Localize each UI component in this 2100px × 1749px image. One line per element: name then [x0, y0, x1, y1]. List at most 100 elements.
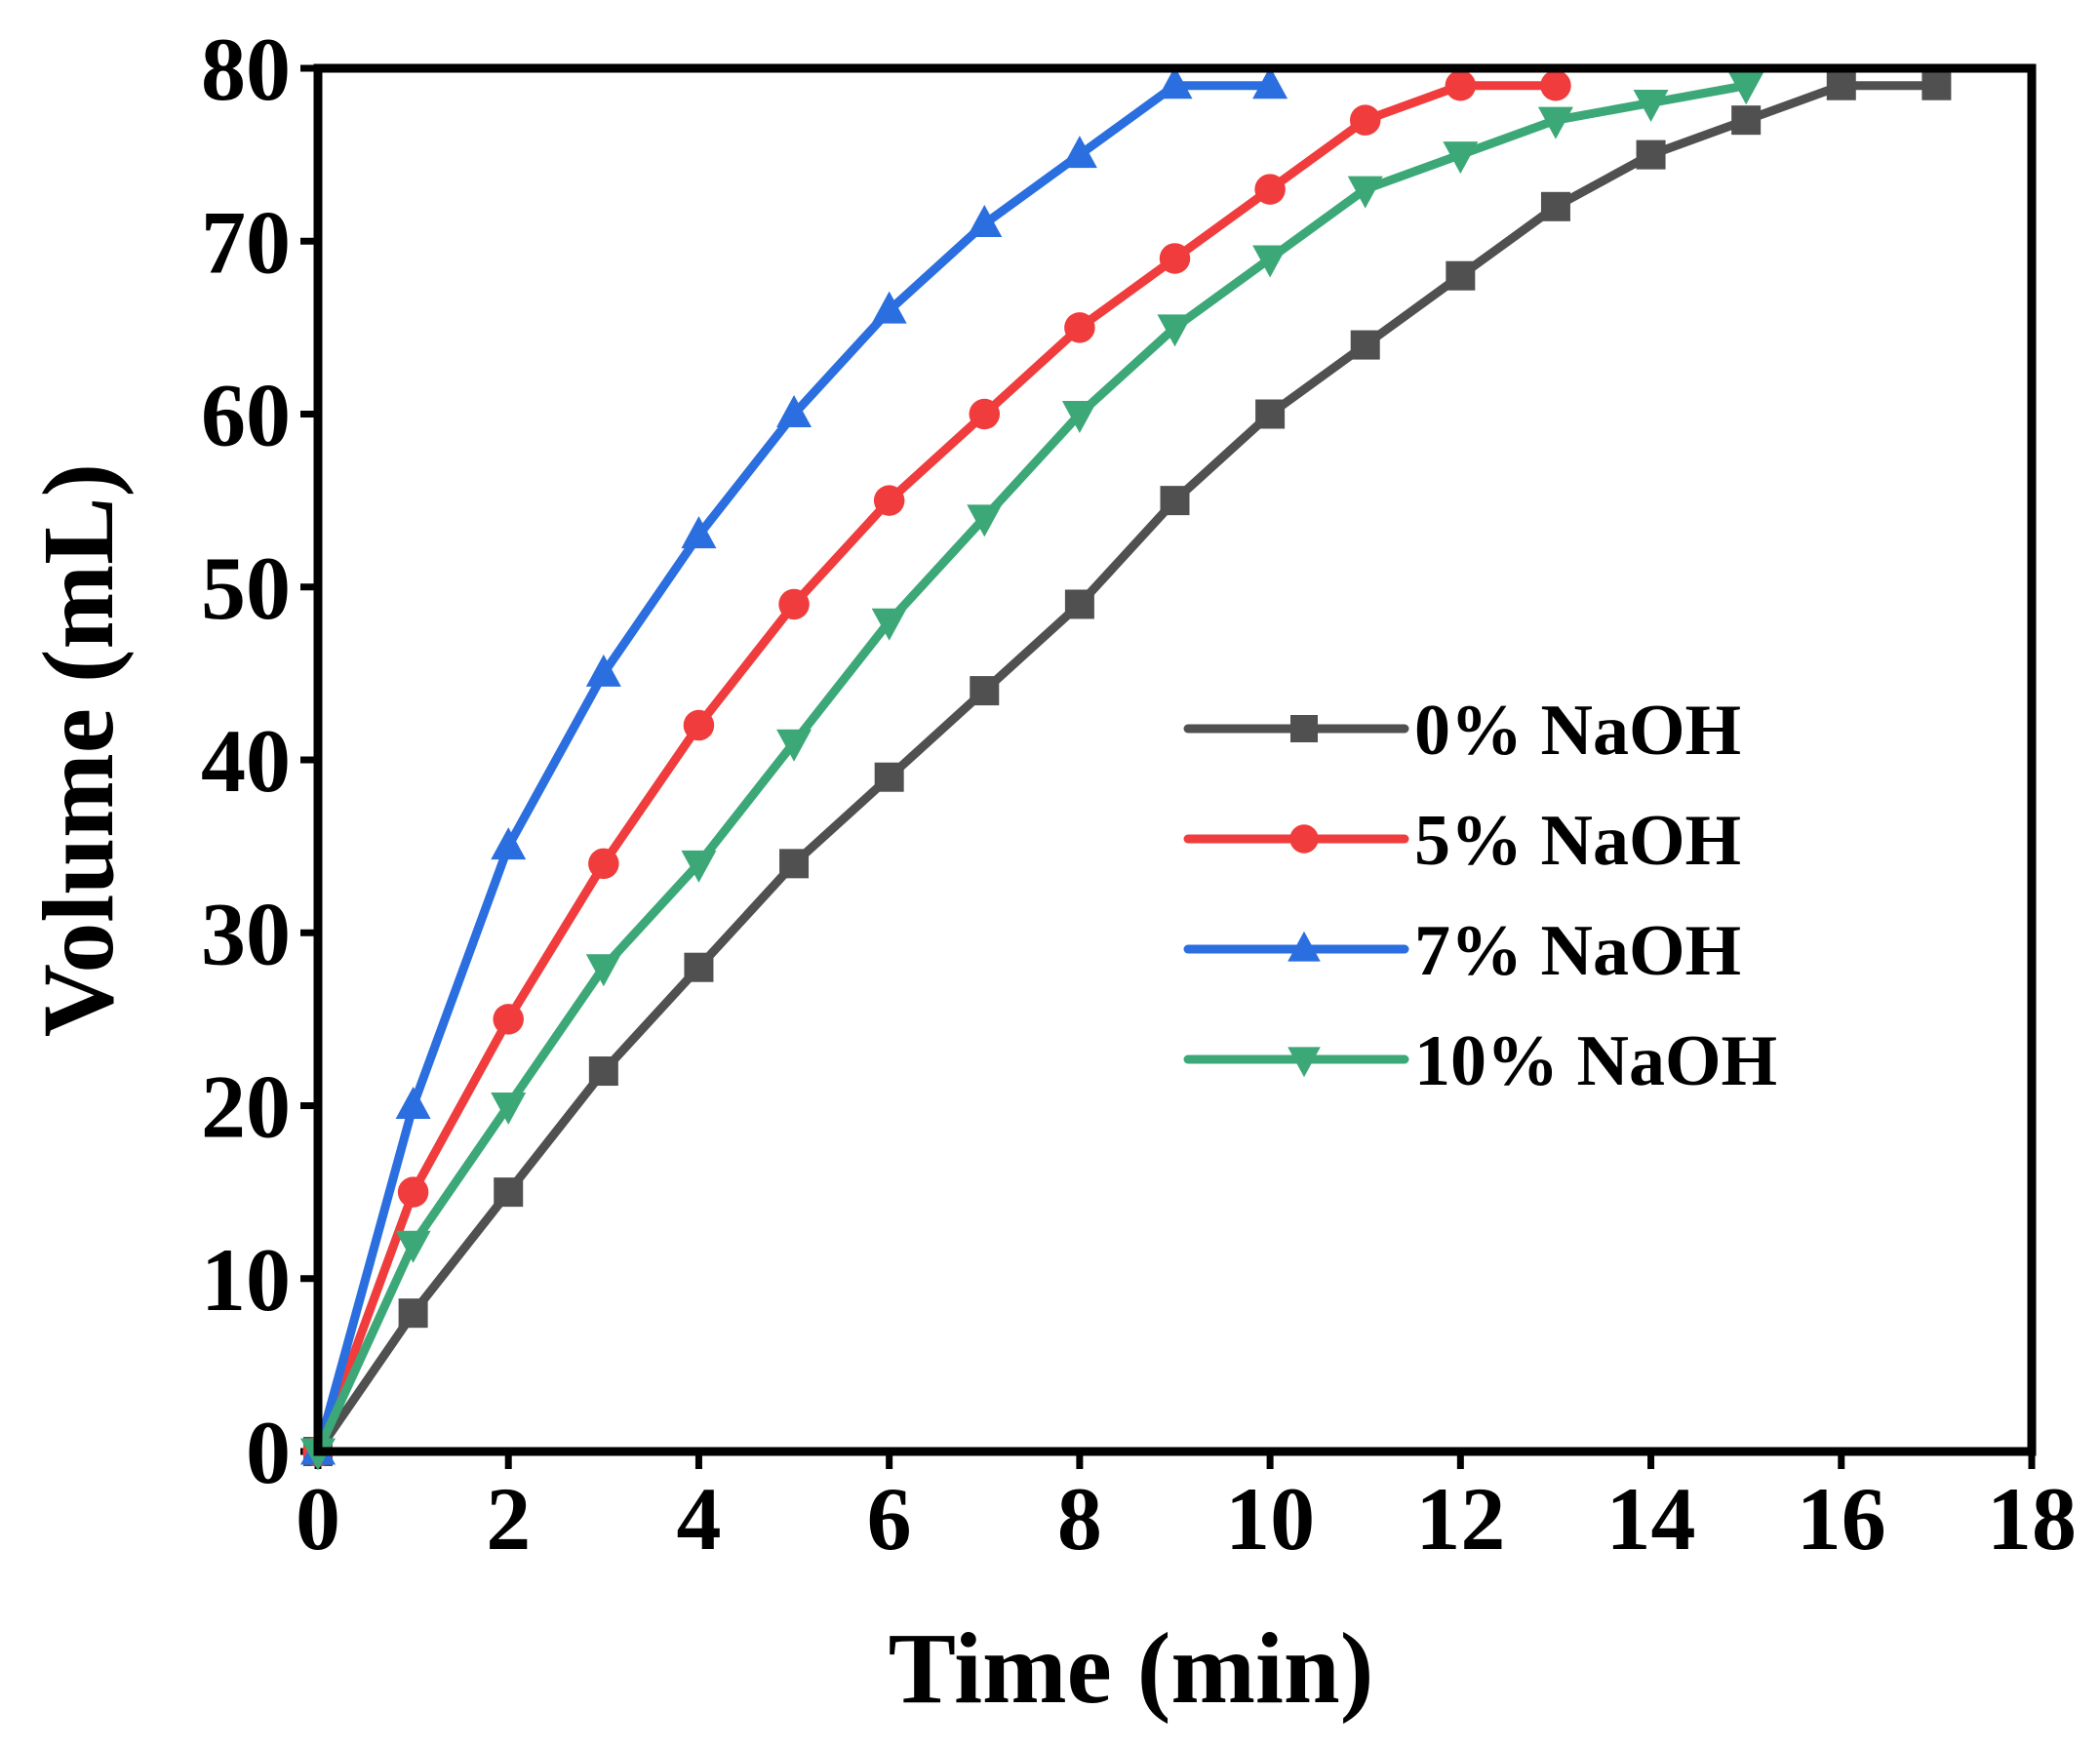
- data-point: [684, 952, 714, 982]
- data-point: [491, 1093, 527, 1125]
- data-point: [491, 827, 527, 860]
- series-line: [313, 81, 1751, 1456]
- data-point: [1061, 401, 1097, 433]
- y-tick-label: 20: [201, 1057, 291, 1157]
- legend-label: 5% NaOH: [1414, 801, 1741, 881]
- y-tick-label: 10: [201, 1230, 291, 1330]
- data-point: [395, 1087, 431, 1119]
- data-point: [873, 485, 905, 516]
- y-tick-label: 70: [201, 192, 291, 292]
- data-point: [588, 848, 619, 880]
- data-point: [970, 676, 1000, 706]
- data-point: [1446, 260, 1476, 291]
- x-tick-label: 2: [486, 1469, 531, 1569]
- y-tick-label: 40: [201, 711, 291, 811]
- data-point: [967, 504, 1003, 537]
- x-tick-label: 8: [1057, 1469, 1102, 1569]
- data-point: [1061, 136, 1097, 169]
- data-point: [1347, 176, 1383, 209]
- data-point: [1540, 69, 1571, 101]
- series-7-naoh: [300, 66, 1288, 1465]
- x-axis-title: Time (min): [889, 1612, 1374, 1725]
- data-point: [1443, 141, 1479, 175]
- x-tick-label: 12: [1415, 1469, 1505, 1569]
- series-line: [313, 81, 1941, 1456]
- data-point: [1636, 139, 1666, 170]
- data-point: [871, 291, 907, 324]
- x-tick-label: 16: [1797, 1469, 1886, 1569]
- data-point: [1350, 330, 1380, 360]
- data-point: [1728, 72, 1764, 105]
- x-axis-ticks: 0 2 4 6 8 10 12 14 16 18: [296, 1451, 2077, 1569]
- series-line: [313, 81, 1561, 1456]
- legend-marker: [1288, 931, 1321, 962]
- data-point: [874, 762, 904, 792]
- data-point: [1252, 66, 1288, 99]
- data-point: [1064, 312, 1095, 343]
- data-point: [1160, 486, 1190, 516]
- data-point: [1064, 589, 1094, 619]
- series-10-naoh: [300, 72, 1764, 1471]
- data-point: [969, 398, 1001, 430]
- data-point: [1633, 89, 1669, 122]
- data-point: [1540, 191, 1570, 221]
- data-point: [398, 1298, 428, 1329]
- x-tick-label: 4: [676, 1469, 721, 1569]
- data-point: [1349, 104, 1381, 136]
- data-point: [681, 516, 717, 549]
- legend-item: 7% NaOH: [1183, 911, 1741, 991]
- y-axis-ticks: 0 10 20 30 40 50 60 70 80: [201, 20, 318, 1502]
- legend-label: 7% NaOH: [1414, 911, 1741, 991]
- data-point: [397, 1176, 429, 1208]
- data-point: [1826, 70, 1856, 100]
- data-point: [585, 954, 621, 987]
- series-5-naoh: [302, 69, 1571, 1467]
- x-tick-label: 10: [1225, 1469, 1315, 1569]
- data-point: [1731, 105, 1762, 136]
- legend-marker: [1289, 824, 1319, 854]
- data-point: [585, 654, 621, 687]
- data-point: [1254, 174, 1286, 205]
- data-point: [493, 1004, 524, 1035]
- y-tick-label: 30: [201, 884, 291, 983]
- data-point: [776, 395, 812, 427]
- data-point: [1922, 70, 1952, 100]
- y-tick-label: 50: [201, 538, 291, 638]
- data-point: [683, 709, 715, 741]
- x-tick-label: 6: [867, 1469, 912, 1569]
- x-tick-label: 18: [1987, 1469, 2077, 1569]
- y-tick-label: 60: [201, 366, 291, 465]
- legend-item: 0% NaOH: [1183, 691, 1741, 771]
- data-point: [1157, 314, 1193, 347]
- data-point: [1157, 66, 1193, 99]
- legend-label: 0% NaOH: [1414, 691, 1741, 771]
- legend-item: 10% NaOH: [1183, 1021, 1777, 1101]
- y-tick-label: 80: [201, 20, 291, 119]
- data-point: [1445, 69, 1477, 101]
- x-tick-label: 14: [1606, 1469, 1696, 1569]
- data-point: [395, 1230, 431, 1263]
- data-point: [1255, 399, 1286, 429]
- data-point: [681, 850, 717, 883]
- x-tick-label: 0: [296, 1469, 340, 1569]
- data-point: [779, 849, 810, 879]
- data-point: [1252, 245, 1288, 278]
- series-layer: [300, 66, 1952, 1471]
- y-tick-label: 0: [246, 1403, 291, 1502]
- data-point: [588, 1056, 618, 1087]
- legend: 0% NaOH 5% NaOH 7% NaOH 10% NaOH: [1183, 691, 1777, 1101]
- data-point: [967, 205, 1003, 238]
- legend-label: 10% NaOH: [1414, 1021, 1777, 1101]
- plot-frame: [313, 63, 2037, 1456]
- data-point: [778, 588, 810, 620]
- legend-item: 5% NaOH: [1183, 801, 1741, 881]
- legend-marker: [1290, 715, 1318, 742]
- data-point: [1159, 243, 1191, 274]
- y-axis-title: Volume (mL): [22, 463, 135, 1037]
- data-point: [494, 1177, 524, 1208]
- data-point: [871, 608, 907, 641]
- legend-marker: [1288, 1047, 1321, 1078]
- data-point: [776, 729, 812, 762]
- data-point: [1537, 106, 1573, 139]
